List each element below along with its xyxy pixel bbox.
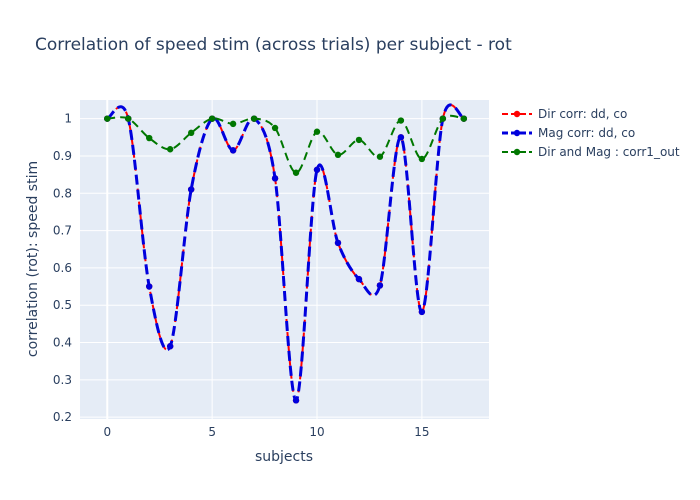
data-point[interactable]: [146, 134, 153, 142]
y-axis-label: correlation (rot): speed stim: [25, 161, 41, 357]
data-point[interactable]: [271, 124, 279, 132]
y-tick-label: 0.9: [53, 149, 72, 163]
legend-item[interactable]: Mag corr: dd, co: [502, 126, 635, 140]
data-point[interactable]: [313, 166, 321, 173]
data-point[interactable]: [376, 282, 384, 289]
legend-label: Mag corr: dd, co: [538, 126, 635, 140]
x-tick-label: 15: [414, 425, 429, 439]
y-tick-label: 0.6: [53, 261, 72, 275]
data-point[interactable]: [125, 115, 132, 122]
data-point[interactable]: [439, 115, 447, 122]
y-tick-label: 0.5: [53, 298, 72, 312]
legend-item[interactable]: Dir corr: dd, co: [502, 107, 627, 121]
plot-area: [80, 100, 489, 419]
x-tick-label: 10: [309, 425, 324, 439]
data-point[interactable]: [250, 115, 258, 122]
x-tick-label: 5: [208, 425, 216, 439]
data-point[interactable]: [334, 239, 342, 247]
data-point[interactable]: [313, 128, 321, 135]
legend[interactable]: Dir corr: dd, co Mag corr: dd, co Dir and …: [502, 107, 680, 159]
legend-label: Dir corr: dd, co: [538, 107, 627, 121]
data-point[interactable]: [418, 155, 426, 163]
y-tick-label: 1: [64, 112, 72, 126]
legend-item[interactable]: Dir and Mag : corr1_out: [502, 145, 680, 159]
data-point[interactable]: [397, 134, 405, 141]
series-3: [104, 114, 468, 176]
data-point[interactable]: [146, 283, 153, 290]
data-point[interactable]: [104, 115, 111, 122]
data-point[interactable]: [355, 136, 363, 144]
x-axis-label: subjects: [255, 449, 313, 465]
data-point[interactable]: [187, 129, 195, 137]
tick-labels: 0.20.30.40.50.60.70.80.910 5 10 15: [53, 112, 430, 439]
y-tick-label: 0.2: [53, 410, 72, 424]
chart-title: Correlation of speed stim (across trials…: [35, 35, 512, 55]
legend-swatch-marker: [513, 129, 521, 137]
data-point[interactable]: [271, 175, 279, 182]
data-point[interactable]: [376, 153, 384, 160]
legend-swatch-marker: [513, 148, 521, 156]
data-point[interactable]: [187, 186, 195, 193]
data-point[interactable]: [418, 308, 426, 316]
data-point[interactable]: [397, 117, 405, 124]
y-tick-label: 0.8: [53, 186, 72, 200]
x-tick-label: 0: [103, 425, 111, 439]
y-tick-label: 0.3: [53, 373, 72, 387]
y-tick-label: 0.7: [53, 224, 72, 238]
series-group: [104, 103, 468, 404]
y-tick-label: 0.4: [53, 336, 72, 350]
data-point[interactable]: [460, 115, 468, 122]
data-point[interactable]: [229, 120, 237, 128]
data-point[interactable]: [229, 147, 237, 154]
legend-swatch-marker: [513, 110, 521, 118]
data-point[interactable]: [166, 343, 174, 350]
data-point[interactable]: [334, 151, 342, 159]
data-point[interactable]: [355, 275, 363, 283]
data-point[interactable]: [166, 146, 174, 153]
data-point[interactable]: [292, 397, 300, 404]
data-point[interactable]: [292, 169, 300, 176]
data-point[interactable]: [208, 115, 216, 122]
grid: [80, 100, 489, 419]
legend-label: Dir and Mag : corr1_out: [538, 145, 680, 159]
